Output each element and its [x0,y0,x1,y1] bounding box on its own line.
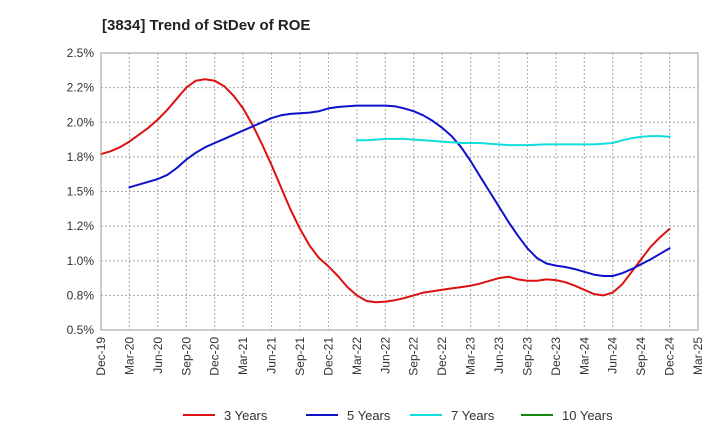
x-tick-label: Sep-20 [179,337,193,376]
x-tick-label: Dec-21 [321,337,335,376]
x-tick-label: Mar-23 [464,337,478,375]
x-tick-label: Sep-21 [293,337,307,376]
series-line-5-years [128,104,671,277]
y-tick-label: 1.5% [67,185,95,199]
series-line-3-years [100,78,671,304]
x-tick-label: Jun-22 [378,337,392,374]
y-tick-label: 2.0% [67,115,95,129]
y-axis: 0.5% 0.8% 1.0% 1.2% 1.5% 1.8% 2.0% 2.2% 2.5% [67,46,95,337]
grid [100,52,699,331]
x-tick-label: Dec-20 [208,337,222,376]
legend-label-10-years: 10 Years [562,408,613,423]
y-tick-label: 2.5% [67,46,95,60]
x-tick-label: Mar-24 [577,337,591,375]
chart-title: [3834] Trend of StDev of ROE [102,17,310,34]
x-tick-label: Dec-19 [94,337,108,376]
x-tick-label: Mar-25 [691,337,705,375]
x-tick-label: Dec-23 [549,337,563,376]
x-tick-label: Jun-21 [265,337,279,374]
x-tick-label: Mar-22 [350,337,364,375]
legend: 3 Years 5 Years 7 Years 10 Years [183,408,613,423]
y-tick-label: 1.2% [67,219,95,233]
x-tick-label: Dec-22 [435,337,449,376]
legend-label-5-years: 5 Years [347,408,391,423]
x-tick-label: Mar-21 [236,337,250,375]
plot-frame [100,52,699,331]
x-tick-label: Mar-20 [122,337,136,375]
y-tick-label: 1.0% [67,254,95,268]
x-tick-label: Jun-24 [606,337,620,374]
x-tick-label: Sep-22 [407,337,421,376]
x-tick-label: Jun-23 [492,337,506,374]
x-tick-label: Sep-24 [634,337,648,376]
series-line-7-years [355,135,671,147]
series-lines [100,78,671,304]
x-axis: Dec-19 Mar-20 Jun-20 Sep-20 Dec-20 Mar-21 Jun-… [94,337,705,376]
y-tick-label: 0.8% [67,288,95,302]
legend-label-3-years: 3 Years [224,408,268,423]
y-tick-label: 1.8% [67,150,95,164]
y-tick-label: 0.5% [67,323,95,337]
legend-label-7-years: 7 Years [451,408,495,423]
x-tick-label: Jun-20 [151,337,165,374]
x-tick-label: Dec-24 [663,337,677,376]
x-tick-label: Sep-23 [520,337,534,376]
y-tick-label: 2.2% [67,81,95,95]
